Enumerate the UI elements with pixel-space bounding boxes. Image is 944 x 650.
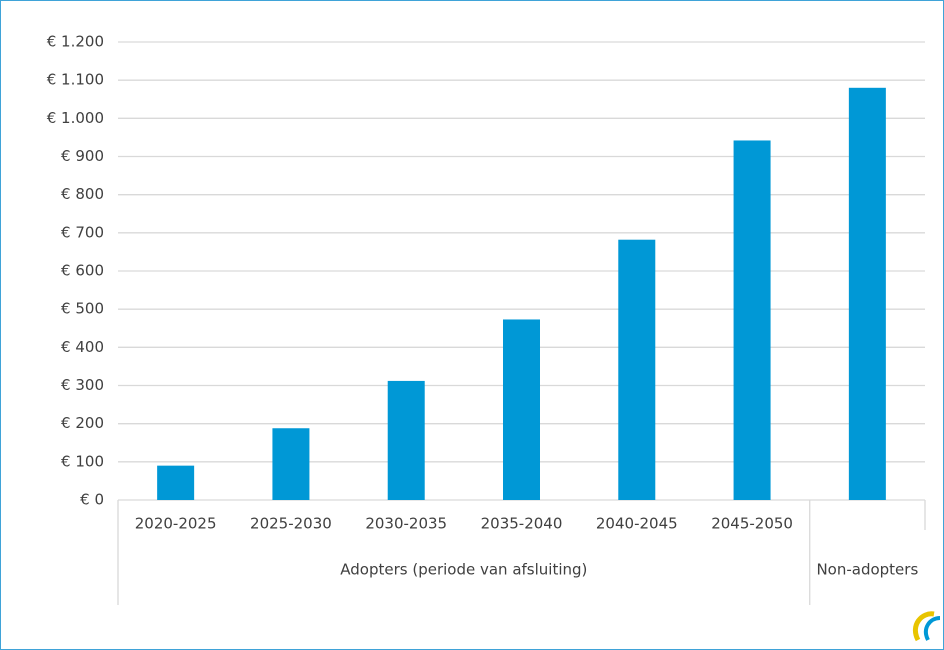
y-tick-label: € 1.000	[47, 109, 104, 127]
group-label: Non-adopters	[816, 561, 918, 579]
x-tick-label: 2020-2025	[135, 515, 217, 533]
bar	[618, 239, 656, 500]
y-tick-label: € 500	[61, 300, 104, 318]
bar	[387, 380, 425, 500]
x-tick-label: 2045-2050	[711, 515, 793, 533]
y-tick-label: € 1.100	[47, 71, 104, 89]
x-tick-label: 2025-2030	[250, 515, 332, 533]
y-tick-label: € 1.200	[47, 33, 104, 51]
y-tick-label: € 900	[61, 147, 104, 165]
group-label: Adopters (periode van afsluiting)	[340, 561, 587, 579]
bar	[157, 465, 195, 500]
x-tick-label: 2040-2045	[596, 515, 678, 533]
y-tick-label: € 0	[80, 491, 104, 509]
bar	[272, 428, 310, 500]
y-tick-label: € 400	[61, 338, 104, 356]
y-tick-label: € 100	[61, 452, 104, 470]
bar	[733, 140, 771, 500]
bar	[848, 87, 886, 501]
bar	[503, 319, 540, 500]
y-tick-label: € 300	[61, 376, 104, 394]
x-tick-label: 2030-2035	[365, 515, 447, 533]
y-tick-label: € 600	[61, 262, 104, 280]
x-tick-label: 2035-2040	[481, 515, 563, 533]
y-tick-label: € 200	[61, 414, 104, 432]
logo	[912, 611, 941, 642]
y-tick-label: € 700	[61, 223, 104, 241]
y-tick-label: € 800	[61, 185, 104, 203]
